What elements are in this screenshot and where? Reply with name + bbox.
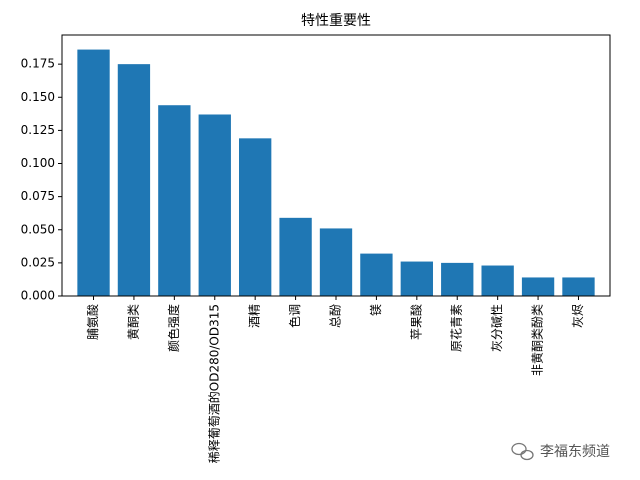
bar (481, 265, 514, 296)
bar (77, 49, 110, 296)
bar (441, 262, 474, 296)
x-tick-label: 色调 (288, 304, 302, 328)
watermark: 李福东频道 (540, 444, 610, 460)
x-tick-label: 苹果酸 (408, 304, 423, 340)
x-tick-label: 非黄酮类酚类 (531, 304, 545, 376)
y-tick-label: 0.125 (21, 123, 55, 137)
x-tick-label: 稀释葡萄酒的OD280/OD315 (206, 304, 221, 463)
plot-frame (61, 34, 611, 297)
x-tick-label: 酒精 (248, 304, 262, 328)
y-tick-label: 0.175 (21, 57, 55, 71)
y-tick-label: 0.075 (21, 189, 55, 203)
y-tick-label: 0.100 (21, 156, 55, 170)
x-tick-label: 灰烬 (571, 304, 585, 328)
y-tick-label: 0.000 (21, 289, 55, 303)
bar (400, 261, 433, 296)
bar (279, 217, 312, 296)
y-tick-label: 0.025 (21, 255, 55, 269)
x-tick-label: 黄酮类 (126, 304, 140, 340)
bar (562, 277, 595, 296)
x-tick-label: 灰分碱性 (490, 304, 504, 352)
y-tick-label: 0.150 (21, 90, 55, 104)
chart-title: 特性重要性 (301, 13, 371, 29)
bar (360, 253, 393, 296)
bar (158, 105, 191, 296)
bar (239, 138, 272, 296)
x-tick-label: 原花青素 (449, 304, 464, 352)
watermark-icon (511, 442, 534, 461)
bar (117, 64, 151, 296)
y-tick-label: 0.050 (21, 222, 55, 236)
bar (319, 228, 353, 296)
x-tick-label: 颜色强度 (166, 304, 181, 352)
bar (521, 277, 555, 296)
x-tick-label: 总酚 (329, 304, 343, 328)
bar (198, 114, 231, 296)
x-tick-label: 脯氨酸 (85, 304, 100, 340)
x-tick-label: 镁 (369, 304, 383, 316)
